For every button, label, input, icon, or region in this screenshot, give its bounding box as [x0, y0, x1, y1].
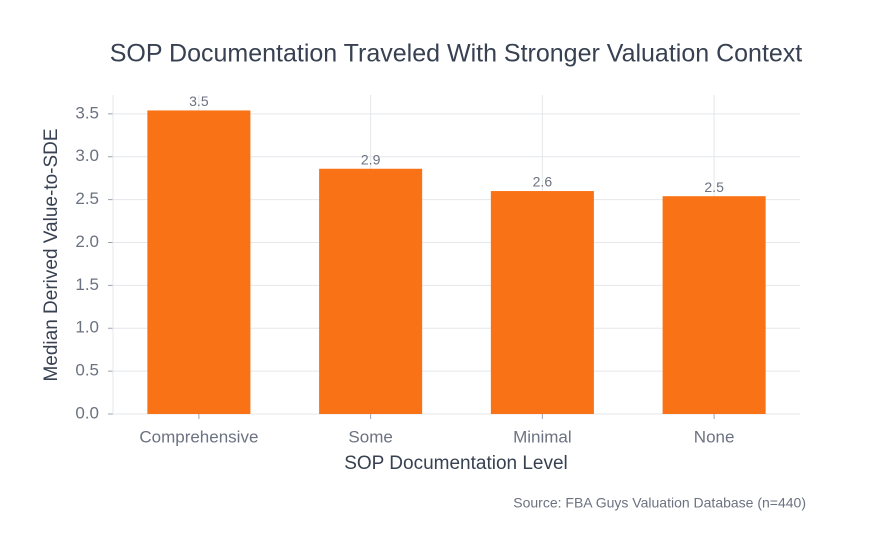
value-label: 3.5: [189, 93, 209, 109]
y-tick-label: 0.0: [75, 403, 99, 422]
x-tick-label: None: [694, 427, 735, 446]
y-axis-label: Median Derived Value-to-SDE: [41, 128, 62, 381]
y-tick-label: 3.5: [75, 103, 99, 122]
x-tick-label: Minimal: [513, 427, 572, 446]
y-tick-label: 2.0: [75, 232, 99, 251]
bar: [490, 191, 594, 414]
x-axis-label: SOP Documentation Level: [344, 453, 568, 474]
bar: [319, 168, 423, 414]
marks: 0.0 0.5 1.0 1.5 2.0 2.5 3.0 3.5 Comprehensive 3.5…: [75, 93, 766, 446]
y-tick-label: 2.5: [75, 189, 99, 208]
y-tick-label: 3.0: [75, 146, 99, 165]
y-tick-label: 1.0: [75, 318, 99, 337]
chart-title: SOP Documentation Traveled With Stronger…: [110, 40, 803, 68]
x-tick-label: Comprehensive: [139, 427, 258, 446]
value-label: 2.6: [533, 174, 553, 190]
x-tick-label: Some: [348, 427, 392, 446]
source-note: Source: FBA Guys Valuation Database (n=4…: [513, 495, 806, 511]
y-tick-label: 0.5: [75, 361, 99, 380]
bar: [662, 196, 766, 414]
value-label: 2.5: [704, 179, 724, 195]
bar: [147, 110, 251, 414]
value-label: 2.9: [361, 151, 381, 167]
y-tick-label: 1.5: [75, 275, 99, 294]
